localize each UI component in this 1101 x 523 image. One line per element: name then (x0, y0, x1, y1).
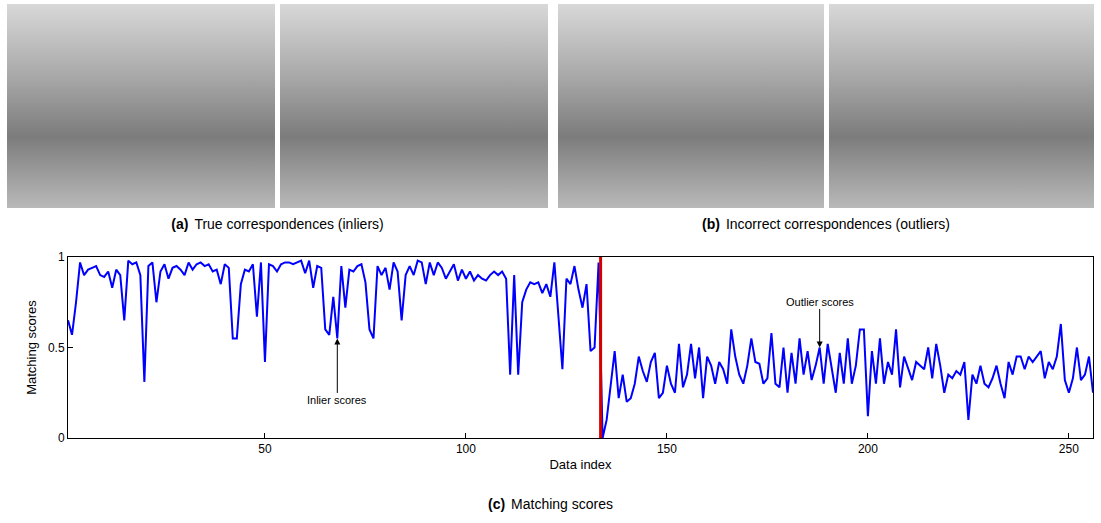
svg-text:150: 150 (657, 442, 677, 456)
html-text:(c) Matching scores: (c) Matching scores (488, 496, 613, 512)
svg-text:200: 200 (858, 442, 878, 456)
svg-text:Outlier scores: Outlier scores (786, 296, 854, 308)
svg-text:0: 0 (58, 431, 65, 445)
svg-text:Matching scores: Matching scores (24, 300, 39, 395)
svg-text:Inlier scores: Inlier scores (307, 394, 367, 406)
html-text:(a) True correspondences (inli: (a) True correspondences (inliers) (171, 216, 384, 232)
svg-text:50: 50 (258, 442, 272, 456)
svg-text:0.5: 0.5 (48, 341, 65, 355)
html-text:(b) Incorrect correspondences: (b) Incorrect correspondences (outliers) (702, 216, 950, 232)
svg-text:100: 100 (456, 442, 476, 456)
svg-text:250: 250 (1059, 442, 1079, 456)
svg-text:1: 1 (58, 250, 65, 264)
svg-text:Data index: Data index (549, 457, 612, 472)
